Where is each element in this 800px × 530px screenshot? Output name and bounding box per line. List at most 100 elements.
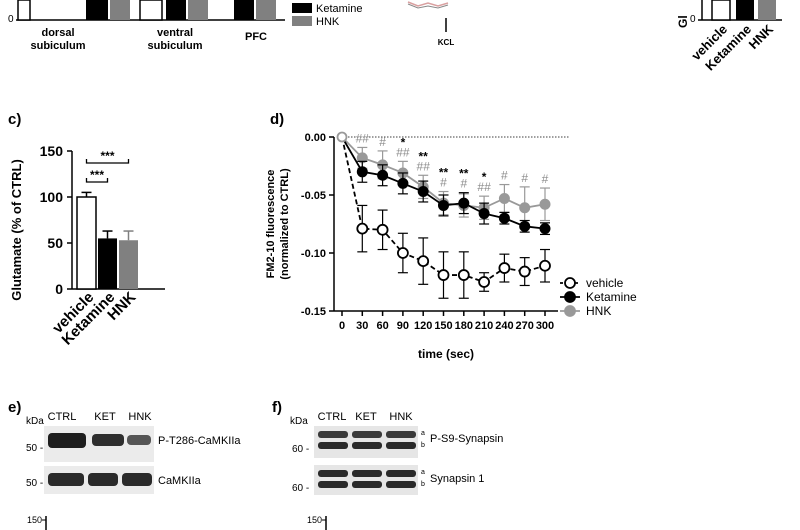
point-vehicle-5 (437, 269, 450, 281)
panel-f-letter: f) (272, 399, 282, 416)
panel-d-y-ticks: 0.00 -0.05 -0.10 -0.15 (301, 132, 334, 318)
panel-e-lane-hnk: HNK (128, 411, 152, 423)
point-hnk-9 (519, 202, 531, 214)
point-ketamine-5 (438, 199, 449, 211)
point-ketamine-2 (377, 169, 389, 181)
panel-f-lane-hnk: HNK (389, 411, 413, 423)
panel-f-row2-mark-a: a (421, 469, 425, 476)
panel-e-row1-mw: 50 - (26, 443, 43, 454)
panel-d-xtick-label-9: 270 (516, 320, 534, 332)
blot-f-row1-band-b-ket (352, 442, 382, 449)
point-ketamine-7 (478, 208, 490, 220)
panel-f-row2-label: Synapsin 1 (430, 473, 484, 485)
annotation-hash-6: ## (477, 180, 491, 194)
blot-e-row1-band-ctrl (48, 433, 86, 448)
blot-f-row1-band-b-hnk (386, 442, 416, 449)
point-hnk-10 (539, 198, 551, 210)
panel-d-ytick-label-2: -0.10 (301, 248, 326, 260)
point-vehicle-0 (336, 131, 348, 143)
annotation-hash-9: # (542, 172, 549, 186)
blot-e-row2-band-hnk (122, 473, 152, 486)
annotation-hash-0: ## (356, 131, 370, 145)
panel-d-xtick-label-5: 150 (434, 320, 452, 332)
panel-d-ytick-label-0: 0.00 (305, 132, 326, 144)
panel-c-sig-label-0: *** (90, 168, 104, 182)
point-vehicle-1 (356, 222, 369, 235)
blot-f-row2-band-a-hnk (386, 470, 416, 477)
series-line-vehicle (341, 136, 546, 283)
panel-e-letter: e) (8, 399, 21, 416)
panel-d-xtick-label-2: 60 (376, 320, 388, 332)
panel-c-sig-label-1: *** (100, 149, 114, 163)
trace-fragment-red (407, 1, 449, 7)
legend-label-hnk: HNK (316, 16, 340, 28)
panel-d-xtick-label-8: 240 (495, 320, 513, 332)
point-hnk-8 (498, 192, 510, 204)
panel-c-significance: *** *** (85, 149, 130, 183)
panel-d-xtick-label-10: 300 (536, 320, 554, 332)
panel-d-xtick-label-6: 180 (455, 320, 473, 332)
point-vehicle-10 (539, 259, 551, 272)
panel-f-row2-mark-b: b (421, 481, 425, 488)
panel-c-bar-1 (98, 238, 117, 289)
panel-c-bar-2 (119, 240, 138, 289)
legend-swatch-hnk (292, 16, 312, 26)
panel-f-row1-mark-b: b (421, 442, 425, 449)
blot-f-row1-band-a-hnk (386, 431, 416, 438)
right-cat-hnk: HNK (746, 21, 777, 52)
legend-label-hnk: HNK (586, 304, 611, 318)
panel-d-xtick-label-3: 90 (397, 320, 409, 332)
legend-marker-vehicle (564, 277, 576, 289)
panel-c-ytick-label-0: 0 (55, 281, 63, 297)
panel-c-ylabel: Glutamate (% of CTRL) (9, 159, 24, 301)
panel-e-lane-ket: KET (94, 411, 116, 423)
panel-f-row1-mw: 60 - (292, 444, 309, 455)
point-ketamine-8 (498, 212, 510, 224)
point-ketamine-1 (356, 166, 368, 178)
panel-c-bars (76, 191, 138, 290)
annotation-star-6: * (482, 170, 487, 184)
annotation-hash-5: # (460, 177, 467, 191)
panel-d-xtick-label-1: 30 (356, 320, 368, 332)
group-label-dorsal-2: subiculum (30, 40, 85, 52)
blot-e-row1-band-ket (92, 434, 124, 446)
annotation-hash-4: # (440, 176, 447, 190)
blot-f-row2-band-a-ket (352, 470, 382, 477)
panel-f-row1-mark-a: a (421, 430, 425, 437)
panel-f-lane-ctrl: CTRL (318, 411, 347, 423)
panel-e-row2-mw: 50 - (26, 478, 43, 489)
panel-c-sig-bracket-0 (85, 178, 109, 183)
panel-c-ytick-label-2: 100 (40, 189, 64, 205)
legend-label-vehicle: vehicle (586, 276, 624, 290)
blot-f-row2-band-b-ctrl (318, 481, 348, 488)
point-vehicle-4 (417, 255, 430, 268)
panel-c-ytick-label-1: 50 (47, 235, 63, 251)
annotation-star-3: ** (419, 149, 429, 163)
panel-d-ytick-label-1: -0.05 (301, 190, 326, 202)
legend-swatch-ketamine (292, 3, 312, 13)
panel-d-xtick-label-7: 210 (475, 320, 493, 332)
panel-e-bottom-tick: 150 (27, 515, 42, 525)
top-bars (17, 0, 276, 21)
panel-d-ylabel-2: (normalized to CTRL) (279, 168, 291, 280)
annotation-hash-2: ## (396, 145, 410, 159)
right-bar-hnk (758, 0, 776, 20)
point-vehicle-3 (396, 247, 409, 259)
group-label-dorsal-1: dorsal (41, 27, 74, 39)
panel-d-series (336, 131, 551, 299)
panel-f: f) kDa CTRL KET HNK a b 60 - P-S9-Synaps… (272, 399, 503, 530)
blot-f-row1-band-a-ctrl (318, 431, 348, 438)
panel-e-kda: kDa (26, 416, 44, 427)
annotation-hash-3: ## (417, 159, 431, 173)
blot-f-row2-band-b-ket (352, 481, 382, 488)
point-vehicle-8 (498, 262, 511, 274)
point-vehicle-9 (518, 265, 531, 278)
point-ketamine-4 (417, 186, 429, 198)
annotation-star-2: * (401, 135, 406, 149)
panel-e-lane-ctrl: CTRL (48, 411, 77, 423)
blot-f-row2-band-b-hnk (386, 481, 416, 488)
panel-f-bottom-tick: 150 (307, 515, 322, 525)
blot-f-row2 (314, 465, 418, 495)
right-bar-ketamine (736, 0, 754, 20)
